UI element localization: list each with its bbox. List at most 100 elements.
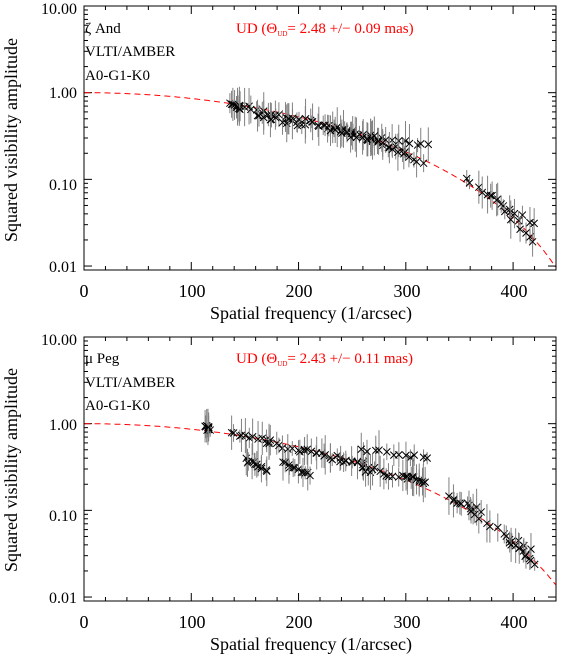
data-point (378, 138, 387, 147)
y-tick-label: 0.01 (49, 590, 77, 607)
y-tick-label: 1.00 (49, 85, 77, 102)
data-point (474, 514, 483, 523)
data-point (324, 121, 333, 130)
data-point (514, 216, 523, 225)
data-point (243, 458, 252, 467)
data-point (450, 495, 458, 503)
data-point (295, 115, 303, 124)
data-point (314, 121, 322, 130)
plot-frame (83, 5, 557, 271)
fit-symbol: Θ (266, 21, 277, 37)
star-name: ζ And (85, 21, 121, 37)
data-point (528, 237, 537, 246)
x-tick-label: 300 (394, 281, 421, 301)
data-point (288, 444, 297, 453)
data-point (288, 114, 297, 123)
data-point (530, 560, 539, 569)
data-point (394, 473, 403, 481)
data-point (506, 208, 514, 217)
data-point (328, 455, 337, 464)
data-point (457, 500, 466, 508)
data-point (368, 465, 377, 474)
data-point (521, 552, 530, 561)
instrument-label: VLTI/AMBER (85, 44, 175, 60)
data-point (285, 461, 293, 469)
data-point (497, 200, 506, 208)
data-point (267, 115, 276, 124)
data-points-group (226, 86, 538, 257)
data-point (289, 463, 298, 472)
fit-symbol: Θ (266, 351, 277, 367)
data-point (505, 538, 514, 547)
data-point (321, 451, 330, 459)
data-point (236, 105, 244, 114)
x-tick-label: 0 (80, 281, 89, 301)
data-point (424, 140, 433, 149)
data-point (412, 157, 421, 166)
model-curve-group (84, 92, 556, 268)
plot-frame (83, 336, 557, 602)
fit-subscript: UD (277, 360, 287, 368)
data-point (527, 545, 535, 553)
data-point (248, 432, 257, 441)
data-point (402, 472, 410, 481)
x-tick-label: 400 (501, 281, 528, 301)
chart-top: 10.00 1.00 0.10 0.01 0 100 200 300 400 S… (1, 1, 557, 324)
y-tick-label: 0.10 (49, 177, 77, 194)
data-point (255, 111, 263, 120)
data-point (416, 139, 425, 148)
data-point (281, 458, 290, 467)
data-point (204, 423, 213, 432)
fit-prefix: UD ( (236, 351, 266, 367)
data-point (398, 471, 407, 480)
data-point (395, 450, 403, 459)
data-point (388, 472, 397, 481)
data-point (474, 183, 483, 192)
fit-value: = 2.43 +/− 0.11 mas) (287, 351, 413, 367)
data-point (388, 145, 397, 154)
data-point (331, 126, 340, 134)
data-point (367, 134, 376, 143)
y-tick-label: 10.00 (41, 332, 77, 349)
instrument-label: VLTI/AMBER (85, 375, 175, 391)
x-tick-label: 0 (80, 612, 89, 632)
data-point (343, 128, 352, 137)
data-point (341, 457, 350, 465)
data-point (419, 159, 428, 168)
data-point (253, 111, 262, 120)
data-point (401, 137, 410, 145)
fit-result-label: UD (ΘUD= 2.48 +/− 0.09 mas) (236, 21, 414, 38)
data-point (259, 113, 268, 122)
data-point (421, 478, 430, 487)
fit-subscript: UD (277, 30, 287, 38)
y-axis-label: Squared visibility amplitude (1, 368, 21, 572)
y-tick-label: 0.01 (49, 259, 77, 276)
data-point (275, 441, 283, 450)
data-point (301, 114, 310, 123)
data-point (530, 219, 538, 228)
data-point (510, 209, 519, 218)
model-curve (84, 423, 556, 585)
data-point (486, 522, 494, 531)
chart-bottom: 10.00 1.00 0.10 0.01 0 100 200 300 400 S… (1, 332, 557, 655)
x-tick-label: 200 (286, 612, 313, 632)
data-point (405, 153, 413, 161)
data-point (374, 137, 383, 146)
data-point (405, 139, 414, 148)
data-point (271, 113, 280, 122)
fit-result-label: UD (ΘUD= 2.43 +/− 0.11 mas) (236, 351, 413, 368)
data-point (265, 439, 273, 448)
x-tick-label: 100 (179, 612, 206, 632)
data-point (303, 445, 312, 454)
x-axis-label: Spatial frequency (1/arcsec) (210, 303, 412, 324)
model-curve (84, 92, 556, 268)
data-point (308, 118, 317, 126)
fit-value: = 2.48 +/− 0.09 mas) (287, 21, 413, 37)
data-point (357, 445, 366, 454)
data-point (515, 544, 524, 553)
data-point (241, 431, 250, 440)
data-point (382, 447, 391, 456)
y-tick-label: 10.00 (41, 1, 77, 18)
model-curve-group (84, 423, 556, 585)
